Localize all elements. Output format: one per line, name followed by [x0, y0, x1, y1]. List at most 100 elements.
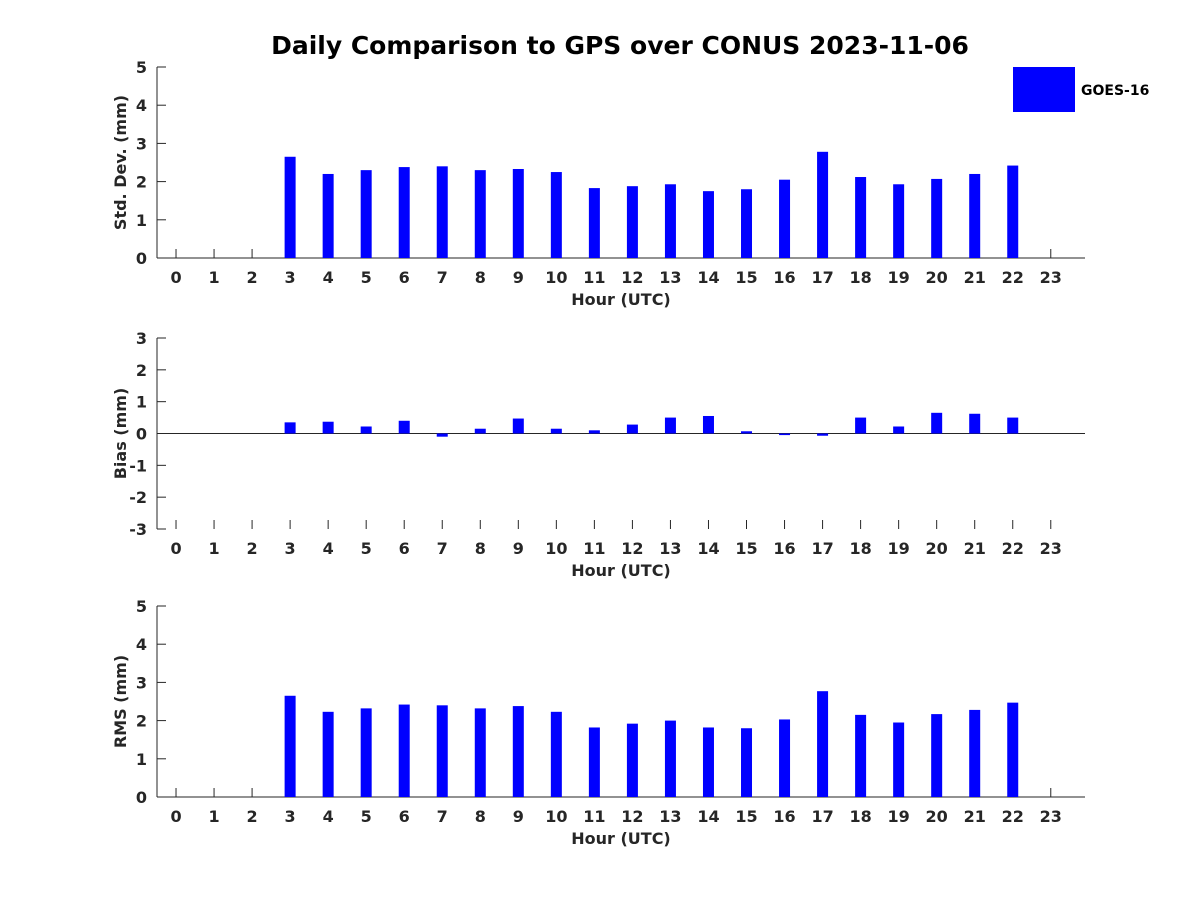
- x-tick-label: 2: [247, 807, 258, 826]
- bar-hour-21: [969, 709, 981, 797]
- x-tick-label: 13: [659, 807, 681, 826]
- bar-hour-7: [436, 705, 448, 797]
- y-tick-label: 0: [136, 249, 147, 268]
- x-tick-label: 1: [208, 268, 219, 287]
- x-tick-label: 1: [208, 539, 219, 558]
- x-tick-label: 20: [926, 807, 948, 826]
- bar-hour-13: [664, 184, 676, 258]
- legend-swatch: [1013, 67, 1075, 112]
- legend-label: GOES-16: [1081, 83, 1149, 99]
- bar-hour-18: [855, 177, 867, 258]
- x-tick-label: 13: [659, 539, 681, 558]
- x-tick-label: 4: [323, 268, 334, 287]
- x-tick-label: 1: [208, 807, 219, 826]
- x-tick-label: 22: [1002, 539, 1024, 558]
- x-tick-label: 12: [621, 539, 643, 558]
- x-tick-label: 11: [583, 539, 605, 558]
- x-tick-label: 21: [964, 268, 986, 287]
- x-tick-label: 10: [545, 268, 567, 287]
- y-tick-label: -2: [129, 488, 147, 507]
- x-tick-label: 17: [811, 268, 833, 287]
- bar-hour-22: [1007, 165, 1019, 258]
- y-tick-label: 1: [136, 750, 147, 769]
- bar-hour-12: [626, 424, 638, 434]
- x-tick-label: 16: [773, 807, 795, 826]
- bar-hour-7: [436, 166, 448, 258]
- y-tick-label: 2: [136, 712, 147, 731]
- x-tick-label: 19: [888, 807, 910, 826]
- x-tick-label: 7: [437, 268, 448, 287]
- bar-hour-8: [474, 170, 486, 258]
- bar-hour-12: [626, 723, 638, 797]
- bar-hour-19: [893, 184, 905, 258]
- x-tick-label: 16: [773, 539, 795, 558]
- x-tick-label: 23: [1040, 807, 1062, 826]
- y-tick-label: 5: [136, 597, 147, 616]
- x-tick-label: 9: [513, 539, 524, 558]
- x-tick-label: 15: [735, 807, 757, 826]
- bar-hour-4: [322, 173, 334, 258]
- y-tick-label: 3: [136, 134, 147, 153]
- x-tick-label: 20: [926, 539, 948, 558]
- x-tick-label: 6: [399, 268, 410, 287]
- x-tick-label: 4: [323, 807, 334, 826]
- y-tick-label: 3: [136, 329, 147, 348]
- x-tick-label: 22: [1002, 807, 1024, 826]
- bar-hour-14: [702, 191, 714, 258]
- y-tick-label: 5: [136, 58, 147, 77]
- y-axis-label: Bias (mm): [111, 388, 130, 480]
- bar-hour-3: [284, 422, 296, 434]
- x-tick-label: 19: [888, 268, 910, 287]
- bar-hour-5: [360, 708, 372, 797]
- x-tick-label: 2: [247, 268, 258, 287]
- x-tick-label: 9: [513, 268, 524, 287]
- x-tick-label: 15: [735, 268, 757, 287]
- bar-hour-19: [893, 426, 905, 434]
- x-tick-label: 6: [399, 807, 410, 826]
- bar-hour-5: [360, 170, 372, 258]
- bar-hour-3: [284, 695, 296, 797]
- x-tick-label: 5: [361, 268, 372, 287]
- x-tick-label: 10: [545, 539, 567, 558]
- bar-hour-22: [1007, 417, 1019, 434]
- x-tick-label: 16: [773, 268, 795, 287]
- x-tick-label: 11: [583, 807, 605, 826]
- bar-hour-10: [550, 428, 562, 434]
- bar-hour-14: [702, 727, 714, 797]
- x-tick-label: 17: [811, 539, 833, 558]
- bar-hour-11: [588, 188, 600, 258]
- bar-hour-6: [398, 420, 410, 434]
- x-tick-label: 11: [583, 268, 605, 287]
- x-tick-label: 14: [697, 539, 719, 558]
- bar-hour-15: [741, 189, 753, 258]
- bar-hour-16: [779, 719, 791, 797]
- y-tick-label: 1: [136, 211, 147, 230]
- y-tick-label: -1: [129, 456, 147, 475]
- x-axis-label: Hour (UTC): [571, 829, 671, 848]
- x-tick-label: 20: [926, 268, 948, 287]
- bar-hour-7: [436, 433, 448, 437]
- x-tick-label: 7: [437, 807, 448, 826]
- bar-hour-9: [512, 418, 524, 434]
- y-axis-label: RMS (mm): [111, 655, 130, 748]
- bar-hour-17: [817, 151, 829, 258]
- x-tick-label: 21: [964, 807, 986, 826]
- bar-hour-9: [512, 706, 524, 797]
- x-tick-label: 15: [735, 539, 757, 558]
- bar-hour-4: [322, 711, 334, 797]
- x-tick-label: 12: [621, 807, 643, 826]
- x-tick-label: 3: [285, 539, 296, 558]
- bar-hour-16: [779, 179, 791, 258]
- y-axis-label: Std. Dev. (mm): [111, 95, 130, 230]
- bar-hour-21: [969, 173, 981, 258]
- x-tick-label: 18: [849, 539, 871, 558]
- x-tick-label: 9: [513, 807, 524, 826]
- x-tick-label: 3: [285, 268, 296, 287]
- x-tick-label: 12: [621, 268, 643, 287]
- bar-hour-15: [741, 431, 753, 434]
